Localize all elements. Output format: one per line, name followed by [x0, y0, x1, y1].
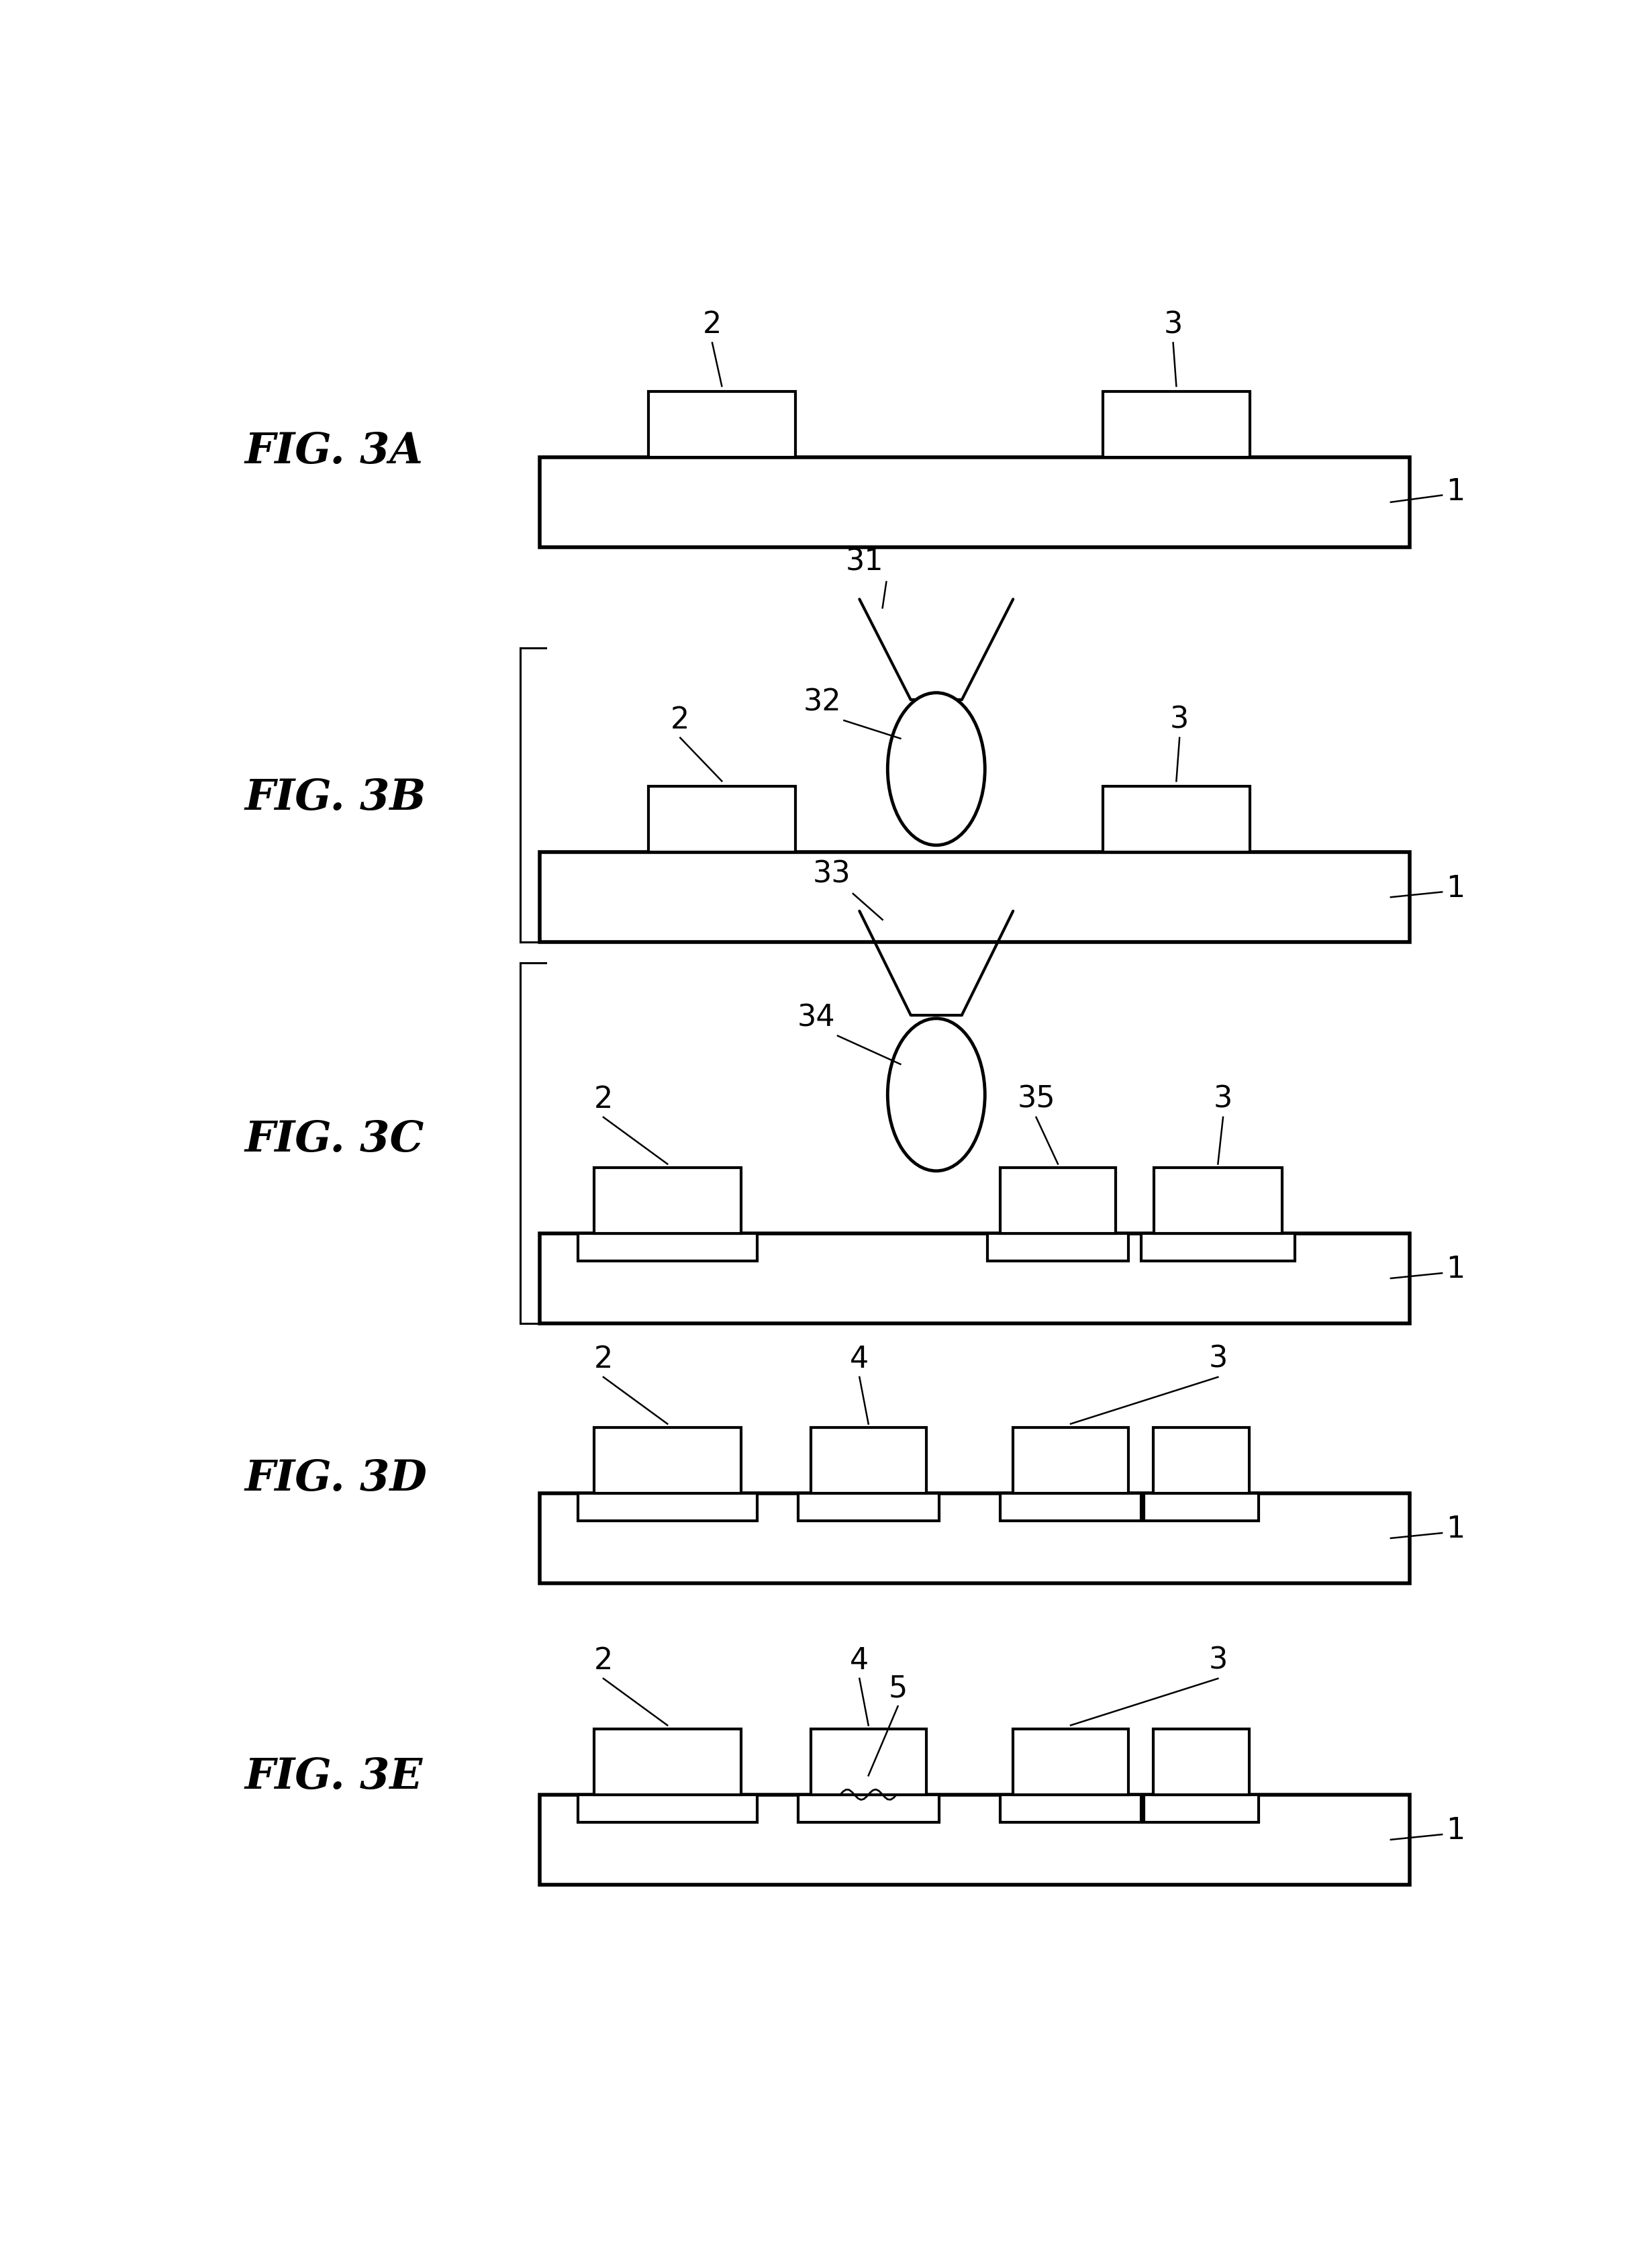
Bar [1104, 392, 1251, 457]
Text: 5: 5 [889, 1674, 907, 1703]
Text: 3: 3 [1208, 1346, 1227, 1372]
Bar [1104, 785, 1251, 853]
Text: 3: 3 [1214, 1084, 1232, 1114]
Bar [593, 1728, 742, 1796]
Bar [1153, 1427, 1249, 1494]
Text: 31: 31 [846, 547, 884, 576]
Bar [811, 1728, 927, 1796]
Bar [578, 1494, 757, 1521]
Bar [578, 1796, 757, 1822]
Text: 1: 1 [1446, 1816, 1465, 1845]
Bar [1001, 1494, 1142, 1521]
Text: 2: 2 [671, 706, 691, 734]
Bar [539, 1233, 1411, 1323]
Text: 3: 3 [1208, 1647, 1227, 1674]
Bar [539, 853, 1411, 943]
Text: 35: 35 [1018, 1084, 1056, 1114]
Bar [648, 785, 795, 853]
Text: 1: 1 [1446, 1514, 1465, 1544]
Bar [798, 1796, 938, 1822]
Bar [1013, 1427, 1128, 1494]
Text: 3: 3 [1170, 706, 1189, 734]
Ellipse shape [887, 693, 985, 846]
Bar [648, 392, 795, 457]
Bar [1001, 1168, 1115, 1233]
Bar [539, 1494, 1411, 1584]
Bar [578, 1233, 757, 1260]
Text: 2: 2 [593, 1346, 613, 1372]
Text: 4: 4 [851, 1346, 869, 1372]
Bar [1153, 1728, 1249, 1796]
Bar [593, 1427, 742, 1494]
Bar [1001, 1796, 1142, 1822]
Ellipse shape [887, 1019, 985, 1170]
Bar [988, 1233, 1128, 1260]
Text: FIG. 3A: FIG. 3A [244, 432, 423, 473]
Text: 1: 1 [1446, 477, 1465, 506]
Text: 32: 32 [803, 688, 841, 718]
Text: FIG. 3C: FIG. 3C [244, 1118, 425, 1161]
Text: 33: 33 [813, 860, 851, 889]
Text: FIG. 3B: FIG. 3B [244, 778, 426, 819]
Bar [1142, 1233, 1295, 1260]
Text: 2: 2 [593, 1084, 613, 1114]
Bar [1143, 1494, 1259, 1521]
Bar [1153, 1168, 1282, 1233]
Text: 34: 34 [798, 1004, 836, 1033]
Text: 2: 2 [702, 311, 722, 340]
Text: FIG. 3D: FIG. 3D [244, 1458, 428, 1501]
Bar [539, 457, 1411, 547]
Text: FIG. 3E: FIG. 3E [244, 1757, 423, 1798]
Bar [593, 1168, 742, 1233]
Text: 4: 4 [851, 1647, 869, 1674]
Text: 3: 3 [1163, 311, 1183, 340]
Bar [1143, 1796, 1259, 1822]
Text: 1: 1 [1446, 1256, 1465, 1285]
Bar [811, 1427, 927, 1494]
Bar [1013, 1728, 1128, 1796]
Bar [539, 1796, 1411, 1886]
Text: 1: 1 [1446, 873, 1465, 902]
Bar [798, 1494, 938, 1521]
Text: 2: 2 [593, 1647, 613, 1674]
